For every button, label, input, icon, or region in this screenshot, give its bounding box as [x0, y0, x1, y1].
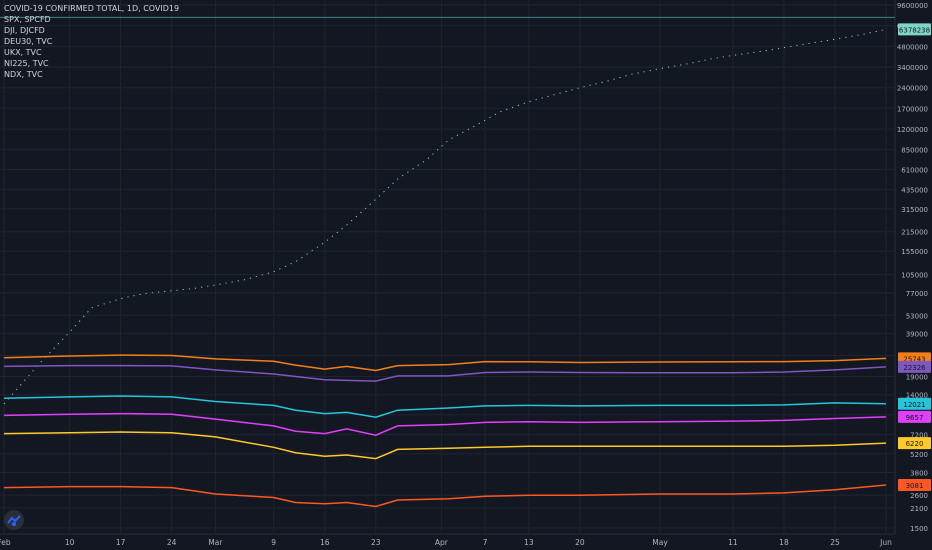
x-tick-label: 10 — [65, 538, 75, 547]
series-group — [3, 28, 887, 508]
y-tick-label: 19000 — [906, 373, 928, 381]
legend-item-deu30[interactable]: DEU30, TVC — [4, 37, 53, 46]
x-tick-label: 17 — [116, 538, 126, 547]
y-tick-label: 39000 — [906, 331, 928, 339]
y-tick-label: 5200 — [910, 451, 928, 459]
last-value-label: 9657 — [906, 414, 924, 422]
last-value-badge — [898, 23, 931, 36]
y-tick-label: 610000 — [901, 166, 928, 174]
y-tick-label: 77000 — [906, 290, 928, 298]
x-tick-label: Jun — [879, 538, 892, 547]
y-tick-label: 3400000 — [897, 64, 928, 72]
series-line-ni225 — [3, 431, 887, 460]
legend: COVID-19 CONFIRMED TOTAL, 1D, COVID19 SP… — [4, 3, 179, 80]
legend-item-dji[interactable]: DJI, DJCFD — [4, 26, 45, 35]
last-value-label: 12021 — [903, 401, 925, 409]
x-tick-label: 7 — [483, 538, 488, 547]
last-value-badge — [898, 397, 931, 410]
series-line-ndx — [3, 484, 887, 508]
last-value-badge — [898, 410, 931, 423]
y-tick-label: 435000 — [901, 187, 928, 195]
y-tick-label: 3800 — [910, 470, 928, 478]
x-tick-label: 16 — [320, 538, 330, 547]
tradingview-logo-icon[interactable] — [4, 510, 24, 530]
y-tick-label: 1200000 — [897, 126, 928, 134]
last-value-badge — [898, 479, 931, 492]
y-tick-label: 850000 — [901, 147, 928, 155]
y-tick-label: 315000 — [901, 206, 928, 214]
y-tick-label: 1500 — [910, 525, 928, 533]
x-tick-label: 20 — [575, 538, 585, 547]
legend-item-ukx[interactable]: UKX, TVC — [4, 48, 42, 57]
grid — [0, 0, 896, 535]
legend-item-spx[interactable]: SPX, SPCFD — [4, 15, 51, 24]
last-value-badge — [898, 360, 931, 373]
y-tick-label: 2600 — [910, 492, 928, 500]
x-tick-label: Feb — [0, 538, 11, 547]
y-tick-label: 105000 — [901, 271, 928, 279]
y-tick-label: 2400000 — [897, 85, 928, 93]
y-tick-label: 53000 — [906, 312, 928, 320]
series-line-deu30 — [3, 395, 887, 418]
legend-title: COVID-19 CONFIRMED TOTAL, 1D, COVID19 — [4, 4, 180, 13]
series-line-dji — [3, 364, 887, 382]
y-tick-label: 9600000 — [897, 2, 928, 10]
last-value-label: 3081 — [906, 482, 924, 490]
last-value-badge — [898, 437, 931, 450]
x-tick-label: 11 — [728, 538, 738, 547]
y-tick-label: 7200 — [910, 431, 928, 439]
x-tick-label: 24 — [167, 538, 177, 547]
last-value-label: 25743 — [903, 355, 925, 363]
y-tick-label: 155000 — [901, 248, 928, 256]
x-tick-label: Mar — [208, 538, 223, 547]
x-tick-label: 18 — [779, 538, 789, 547]
legend-item-ndx[interactable]: NDX, TVC — [4, 70, 43, 79]
y-axis: 9600000680000048000003400000240000017000… — [897, 2, 928, 533]
y-tick-label: 2100 — [910, 505, 928, 513]
series-line-covid-19-confirmed-total — [3, 28, 887, 405]
x-tick-label: May — [652, 538, 668, 547]
y-tick-label: 215000 — [901, 229, 928, 237]
last-value-label: 6220 — [906, 440, 924, 448]
last-value-label: 22326 — [903, 364, 926, 372]
y-tick-label: 1700000 — [897, 105, 928, 113]
x-tick-label: 25 — [830, 538, 840, 547]
last-value-label: 6378238 — [899, 26, 930, 34]
y-tick-label: 14000 — [906, 392, 928, 400]
legend-item-ni225[interactable]: NI225, TVC — [4, 59, 49, 68]
series-line-spx — [3, 354, 887, 372]
x-tick-label: 23 — [371, 538, 381, 547]
series-line-ukx — [3, 412, 887, 436]
x-tick-label: Apr — [435, 538, 449, 547]
x-tick-label: 9 — [271, 538, 276, 547]
x-tick-label: 13 — [524, 538, 534, 547]
x-axis: Feb 10 17 24 Mar 9 16 23 Apr 7 13 20 May 11 18 25 Jun — [0, 538, 892, 547]
y-tick-label: 4800000 — [897, 43, 928, 51]
